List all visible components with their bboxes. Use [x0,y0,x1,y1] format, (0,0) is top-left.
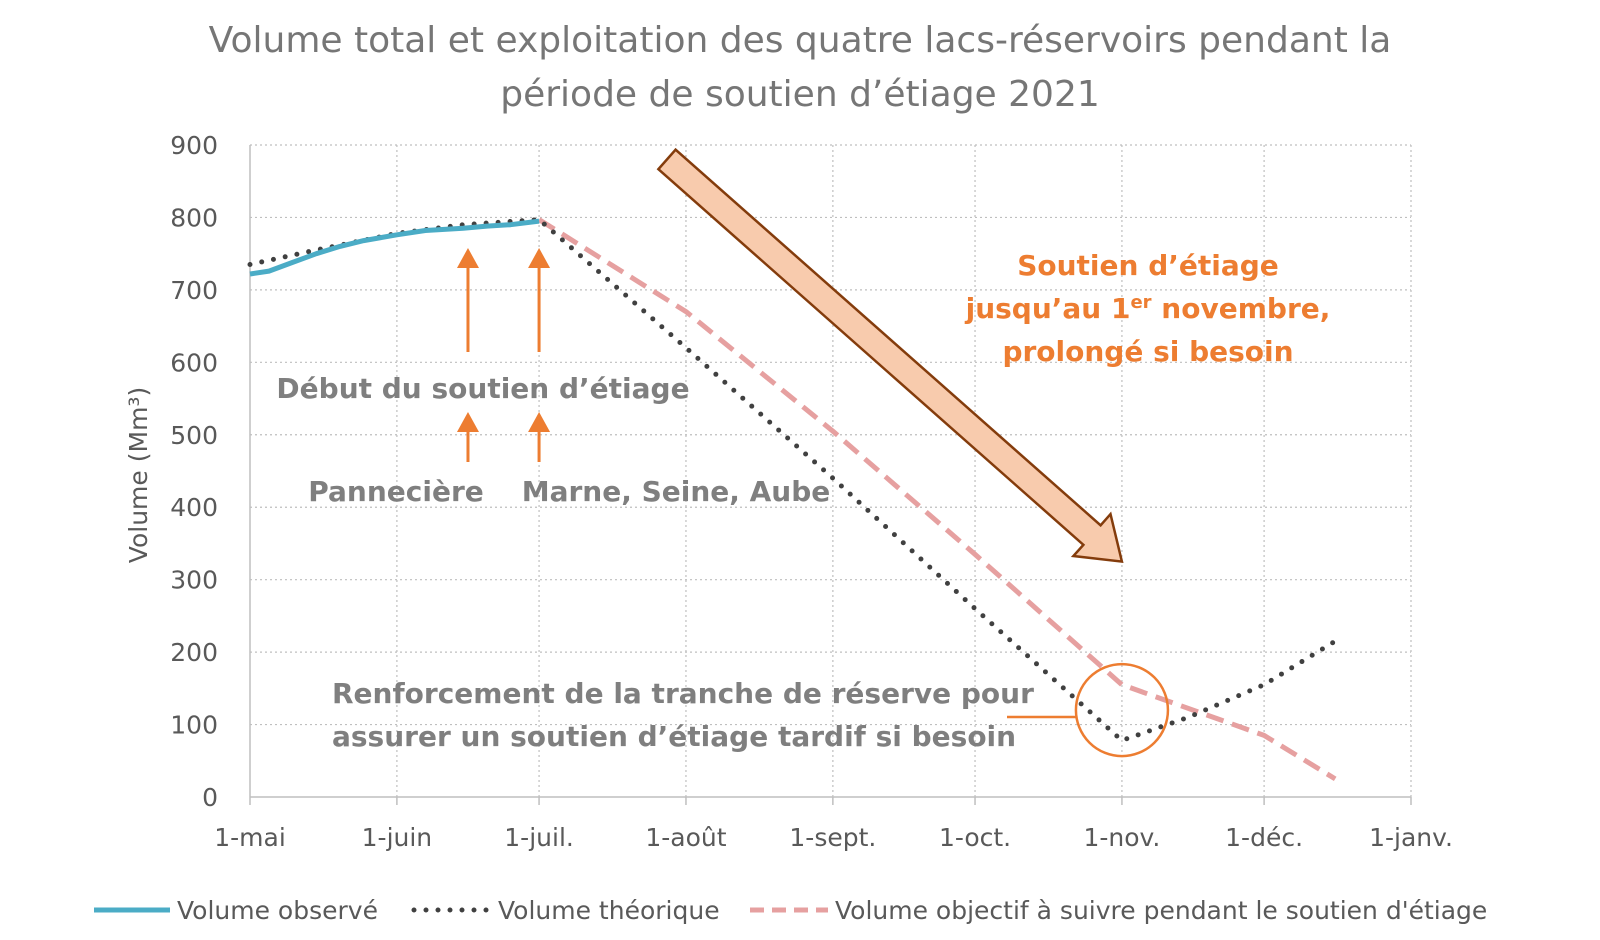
arrow-pannecière-upper-head [456,248,479,268]
y-tick-label: 600 [170,348,218,377]
series [247,217,1338,782]
annotation-soutien-line2-sup: er [1130,292,1151,313]
arrow-marne-upper-head [528,248,551,268]
annotation-marne-seine-aube: Marne, Seine, Aube [522,475,831,508]
series-line-observe [249,218,540,277]
legend-label-objectif: Volume objectif à suivre pendant le sout… [835,896,1487,925]
axes: 0 100 200 300 400 500 600 700 800 900 1-mai 1-juin 1… [170,131,1453,852]
legend-label-theorique: Volume théorique [498,896,720,925]
y-tick-label: 300 [170,566,218,595]
highlight-circle [1074,662,1170,758]
annotation-soutien-line2-pre: jusqu’au 1 [965,292,1131,325]
series-line-theorique [247,217,1338,743]
y-tick-label: 400 [170,493,218,522]
annotation-soutien-line2: jusqu’au 1er novembre, [965,292,1331,326]
chart-title-line2: période de soutien d’étiage 2021 [500,74,1100,115]
x-tick-label: 1-oct. [939,823,1011,852]
annotations [456,147,1170,758]
x-tick-label: 1-janv. [1369,823,1453,852]
x-tick-label: 1-août [645,823,726,852]
legend: Volume observé Volume théorique Volume o… [94,896,1487,925]
y-tick-label: 200 [170,638,218,667]
annotation-soutien-line3: prolongé si besoin [1002,335,1293,368]
y-tick-label: 0 [202,783,218,812]
big-arrow [656,147,1124,564]
x-tick-label: 1-déc. [1225,823,1303,852]
y-axis-label: Volume (Mm³) [124,387,153,563]
y-tick-label: 700 [170,276,218,305]
x-tick-label: 1-nov. [1083,823,1160,852]
chart-title-line1: Volume total et exploitation des quatre … [209,20,1392,61]
x-tick-label: 1-mai [214,823,286,852]
y-tick-label: 900 [170,131,218,160]
arrow-pannecière-lower-head [456,412,479,432]
annotation-pannecière: Pannecière [308,475,484,508]
annotation-renfort-line1: Renforcement de la tranche de réserve po… [332,677,1034,710]
annotation-soutien-line1: Soutien d’étiage [1017,249,1279,282]
y-tick-label: 100 [170,711,218,740]
series-line-objectif [537,217,1337,782]
arrow-marne-lower-head [528,412,551,432]
x-tick-label: 1-juin [362,823,433,852]
annotation-soutien-line2-post: novembre, [1152,292,1331,325]
legend-label-observe: Volume observé [177,896,378,925]
x-tick-label: 1-sept. [789,823,876,852]
y-tick-label: 500 [170,421,218,450]
annotation-renfort-line2: assurer un soutien d’étiage tardif si be… [332,720,1016,753]
x-tick-label: 1-juil. [504,823,574,852]
annotation-debut: Début du soutien d’étiage [276,372,689,405]
y-tick-label: 800 [170,203,218,232]
